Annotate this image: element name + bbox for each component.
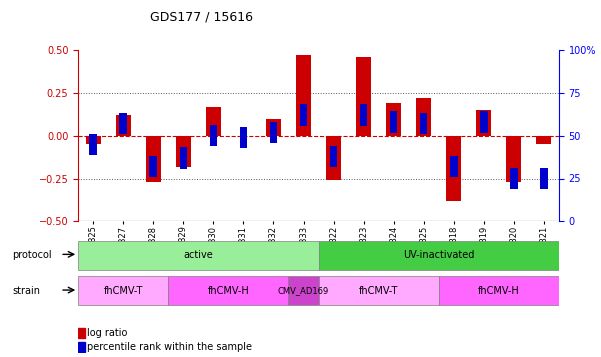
Bar: [447, 136, 462, 201]
Text: fhCMV-T: fhCMV-T: [103, 286, 143, 296]
Bar: [326, 136, 341, 180]
Bar: [507, 136, 522, 182]
Bar: [206, 106, 221, 136]
Bar: [390, 111, 397, 133]
Bar: [300, 104, 307, 126]
FancyBboxPatch shape: [439, 276, 559, 305]
Text: protocol: protocol: [12, 250, 52, 260]
Text: fhCMV-H: fhCMV-H: [478, 286, 520, 296]
Bar: [180, 147, 187, 169]
Bar: [90, 134, 97, 155]
Bar: [270, 121, 277, 143]
Bar: [86, 136, 101, 144]
Text: GDS177 / 15616: GDS177 / 15616: [150, 11, 253, 24]
Bar: [120, 113, 127, 134]
Bar: [450, 156, 457, 177]
Text: fhCMV-T: fhCMV-T: [359, 286, 398, 296]
FancyBboxPatch shape: [319, 241, 559, 270]
Text: UV-inactivated: UV-inactivated: [403, 250, 474, 260]
Text: log ratio: log ratio: [87, 328, 127, 338]
Bar: [540, 168, 548, 189]
Bar: [420, 113, 427, 134]
Bar: [386, 103, 401, 136]
Bar: [78, 342, 85, 352]
Bar: [78, 328, 85, 338]
Text: fhCMV-H: fhCMV-H: [207, 286, 249, 296]
FancyBboxPatch shape: [78, 276, 168, 305]
FancyBboxPatch shape: [78, 241, 319, 270]
Bar: [330, 146, 337, 167]
Bar: [480, 111, 487, 133]
Bar: [416, 98, 432, 136]
Text: strain: strain: [12, 286, 40, 296]
Text: active: active: [183, 250, 213, 260]
Bar: [510, 168, 517, 189]
Bar: [266, 119, 281, 136]
Bar: [296, 55, 311, 136]
Text: CMV_AD169: CMV_AD169: [278, 286, 329, 296]
FancyBboxPatch shape: [319, 276, 439, 305]
Bar: [146, 136, 161, 182]
Bar: [176, 136, 191, 166]
Bar: [150, 156, 157, 177]
Bar: [477, 110, 492, 136]
Text: percentile rank within the sample: percentile rank within the sample: [87, 342, 252, 352]
Bar: [116, 115, 131, 136]
Bar: [240, 127, 247, 148]
Bar: [537, 136, 552, 144]
Bar: [356, 57, 371, 136]
FancyBboxPatch shape: [288, 276, 319, 305]
Bar: [210, 125, 217, 146]
FancyBboxPatch shape: [168, 276, 288, 305]
Bar: [360, 104, 367, 126]
